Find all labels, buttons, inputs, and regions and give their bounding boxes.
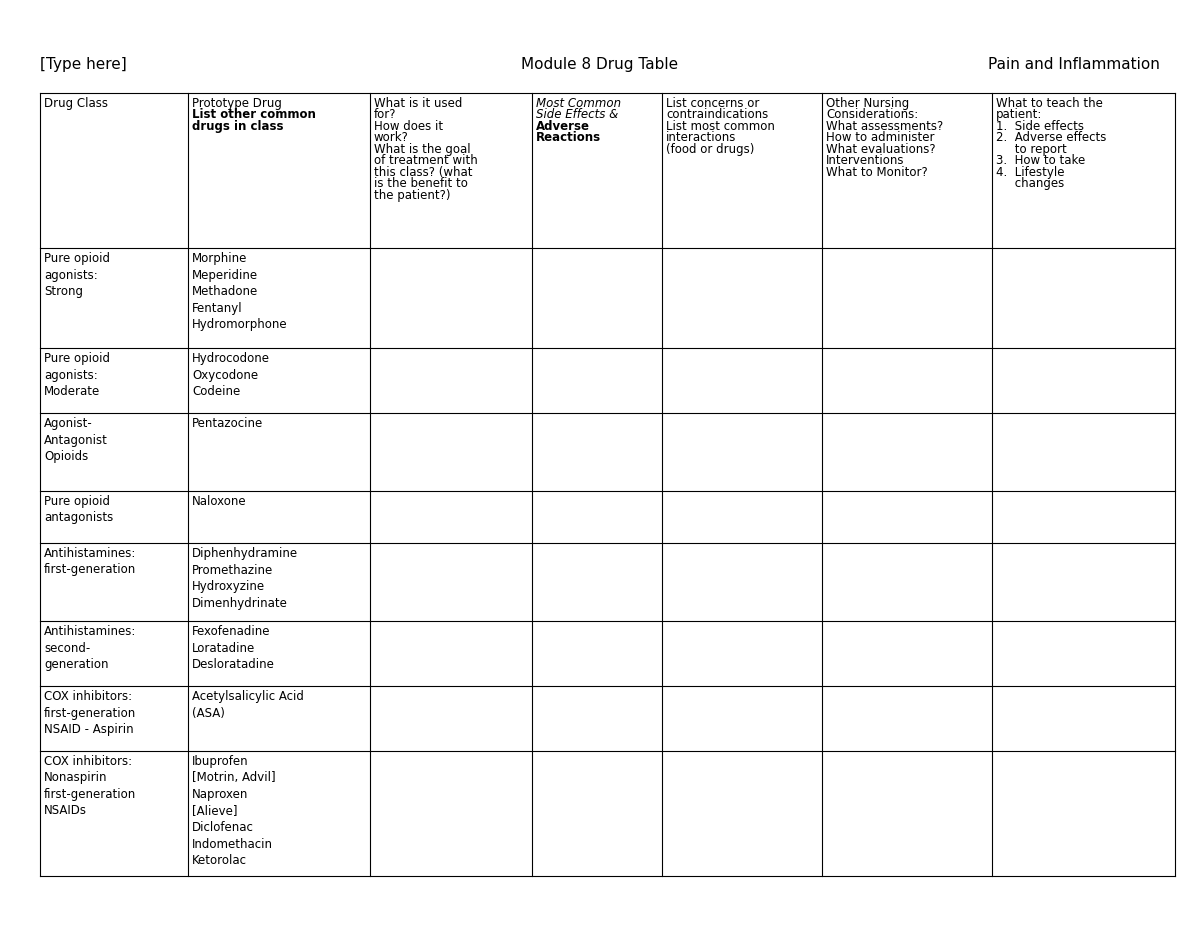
Text: is the benefit to: is the benefit to (374, 177, 468, 190)
Text: What to teach the: What to teach the (996, 97, 1103, 110)
Text: Considerations:: Considerations: (826, 108, 918, 121)
Text: Morphine
Meperidine
Methadone
Fentanyl
Hydromorphone: Morphine Meperidine Methadone Fentanyl H… (192, 252, 288, 331)
Text: How to administer: How to administer (826, 132, 935, 145)
Text: Naloxone: Naloxone (192, 495, 247, 508)
Text: Module 8 Drug Table: Module 8 Drug Table (522, 57, 678, 72)
Text: Other Nursing: Other Nursing (826, 97, 910, 110)
Text: Interventions: Interventions (826, 155, 905, 168)
Text: Drug Class: Drug Class (44, 97, 108, 110)
Text: drugs in class: drugs in class (192, 120, 283, 133)
Text: Hydrocodone
Oxycodone
Codeine: Hydrocodone Oxycodone Codeine (192, 352, 270, 398)
Text: List most common: List most common (666, 120, 775, 133)
Text: COX inhibitors:
first-generation
NSAID - Aspirin: COX inhibitors: first-generation NSAID -… (44, 690, 137, 736)
Text: Diphenhydramine
Promethazine
Hydroxyzine
Dimenhydrinate: Diphenhydramine Promethazine Hydroxyzine… (192, 547, 298, 609)
Text: 3.  How to take: 3. How to take (996, 155, 1085, 168)
Text: Antihistamines:
second-
generation: Antihistamines: second- generation (44, 625, 137, 671)
Text: 2.  Adverse effects: 2. Adverse effects (996, 132, 1106, 145)
Text: contraindications: contraindications (666, 108, 768, 121)
Text: What is the goal: What is the goal (374, 143, 470, 156)
Text: What assessments?: What assessments? (826, 120, 943, 133)
Text: Agonist-
Antagonist
Opioids: Agonist- Antagonist Opioids (44, 417, 108, 463)
Text: [Type here]: [Type here] (40, 57, 127, 72)
Text: work?: work? (374, 132, 409, 145)
Text: Pain and Inflammation: Pain and Inflammation (988, 57, 1160, 72)
Text: Most Common: Most Common (536, 97, 622, 110)
Text: Prototype Drug: Prototype Drug (192, 97, 282, 110)
Text: of treatment with: of treatment with (374, 155, 478, 168)
Text: List concerns or: List concerns or (666, 97, 760, 110)
Text: changes: changes (996, 177, 1064, 190)
Text: Fexofenadine
Loratadine
Desloratadine: Fexofenadine Loratadine Desloratadine (192, 625, 275, 671)
Text: Pentazocine: Pentazocine (192, 417, 263, 430)
Text: Ibuprofen
[Motrin, Advil]
Naproxen
[Alieve]
Diclofenac
Indomethacin
Ketorolac: Ibuprofen [Motrin, Advil] Naproxen [Alie… (192, 755, 276, 867)
Text: What to Monitor?: What to Monitor? (826, 166, 928, 179)
Text: How does it: How does it (374, 120, 443, 133)
Text: 1.  Side effects: 1. Side effects (996, 120, 1084, 133)
Text: patient:: patient: (996, 108, 1043, 121)
Text: (food or drugs): (food or drugs) (666, 143, 755, 156)
Text: Side Effects &: Side Effects & (536, 108, 618, 121)
Text: for?: for? (374, 108, 396, 121)
Text: Adverse: Adverse (536, 120, 590, 133)
Text: Antihistamines:
first-generation: Antihistamines: first-generation (44, 547, 137, 577)
Text: 4.  Lifestyle: 4. Lifestyle (996, 166, 1064, 179)
Text: Reactions: Reactions (536, 132, 601, 145)
Text: interactions: interactions (666, 132, 737, 145)
Text: the patient?): the patient?) (374, 189, 450, 202)
Text: to report: to report (996, 143, 1067, 156)
Text: COX inhibitors:
Nonaspirin
first-generation
NSAIDs: COX inhibitors: Nonaspirin first-generat… (44, 755, 137, 818)
Text: What evaluations?: What evaluations? (826, 143, 936, 156)
Text: What is it used: What is it used (374, 97, 462, 110)
Text: Pure opioid
agonists:
Moderate: Pure opioid agonists: Moderate (44, 352, 110, 398)
Text: Pure opioid
agonists:
Strong: Pure opioid agonists: Strong (44, 252, 110, 298)
Text: Acetylsalicylic Acid
(ASA): Acetylsalicylic Acid (ASA) (192, 690, 304, 719)
Text: List other common: List other common (192, 108, 316, 121)
Text: Pure opioid
antagonists: Pure opioid antagonists (44, 495, 113, 525)
Text: this class? (what: this class? (what (374, 166, 473, 179)
